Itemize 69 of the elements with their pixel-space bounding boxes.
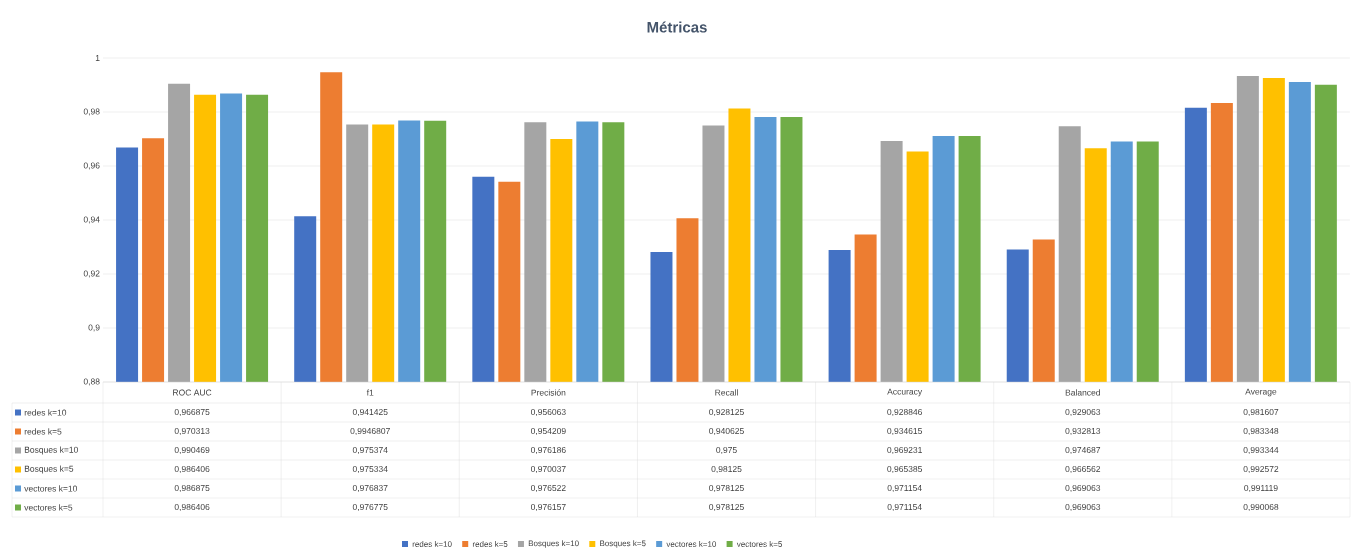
text: Bosques k=10	[528, 540, 579, 548]
data-label: 0,986406	[174, 465, 210, 474]
data-label: 0,956063	[530, 409, 566, 417]
text: redes k=10	[412, 541, 452, 547]
data-label: 0,975334	[352, 465, 388, 474]
data-label: 0,941425	[352, 409, 388, 417]
data-label: 0,991119	[1244, 485, 1278, 493]
data-label: 0,976775	[352, 504, 388, 512]
data-label: 0,986406	[174, 504, 210, 512]
data-label: 0,983348	[1243, 428, 1279, 436]
data-label: 0,971154	[887, 504, 922, 512]
x-tick-label: f1	[366, 389, 374, 396]
data-label: 0,976522	[530, 485, 566, 493]
y-tick-label: 0,98	[83, 108, 100, 116]
data-label: 0,98125	[711, 465, 742, 474]
data-label: 0,965385	[887, 465, 923, 474]
data-label: 0,992572	[1243, 465, 1279, 474]
y-tick-label: 0,9	[88, 324, 100, 332]
data-label: 0,969063	[1065, 504, 1101, 512]
legend-label: redes k=10	[24, 409, 67, 416]
text: redes k=5	[472, 541, 508, 547]
y-tick-label: 0,88	[83, 378, 100, 386]
legend-label: redes k=5	[24, 428, 62, 435]
data-label: 0,975374	[352, 446, 388, 455]
data-label: 0,928846	[887, 409, 922, 417]
data-label: 0,978125	[709, 504, 744, 512]
x-tick-label: ROC AUC	[173, 389, 212, 396]
data-label: 0,993344	[1243, 446, 1279, 455]
data-label: 0,969063	[1065, 485, 1101, 493]
y-tick-label: 0,96	[83, 162, 100, 170]
x-tick-label: Average	[1245, 388, 1277, 397]
x-tick-label: Recall	[715, 389, 738, 396]
x-tick-label: Accuracy	[887, 388, 923, 397]
data-label: 0,976186	[530, 446, 566, 455]
data-label: 0,974687	[1065, 446, 1101, 455]
chart-title: Métricas	[647, 21, 707, 33]
legend-label: vectores k=5	[736, 541, 783, 547]
data-label: 0,971154	[887, 485, 922, 493]
data-label: 0,970037	[530, 465, 566, 474]
data-label: 0,978125	[709, 485, 744, 493]
y-tick-label: 1	[95, 55, 100, 61]
data-label: 0,929063	[1065, 409, 1101, 417]
text: vectores k=5	[24, 504, 73, 511]
data-label: 0,970313	[174, 428, 210, 436]
data-label: 0,966875	[174, 409, 210, 417]
y-tick-label: 0,92	[83, 270, 100, 278]
legend-label: Bosques k=10	[24, 446, 78, 455]
data-label: 0,976837	[352, 485, 388, 493]
data-label: 0,954209	[530, 428, 566, 436]
data-label: 0,986875	[174, 485, 210, 493]
legend-label: vectores k=10	[666, 541, 717, 547]
legend-label: Bosques k=5	[24, 465, 74, 474]
x-tick-label: Precisión	[531, 389, 566, 396]
data-label: 0,975	[716, 446, 737, 455]
y-tick-label: 0,94	[83, 216, 100, 224]
data-label: 0,976157	[530, 504, 566, 512]
data-label: 0,940625	[709, 428, 744, 436]
data-label: 0,966562	[1065, 465, 1101, 474]
data-label: 0,928125	[709, 409, 744, 417]
data-label: 0,932813	[1065, 428, 1101, 436]
data-label: 0,990068	[1243, 504, 1279, 512]
data-label: 0,981607	[1243, 409, 1279, 417]
text: Bosques k=5	[600, 540, 646, 548]
data-label: 0,990469	[174, 446, 210, 455]
data-label: 0,9946807	[350, 428, 390, 436]
data-label: 0,934615	[887, 428, 923, 436]
data-label: 0,969231	[887, 446, 922, 455]
x-tick-label: Balanced	[1065, 389, 1100, 396]
text: vectores k=10	[24, 485, 78, 492]
